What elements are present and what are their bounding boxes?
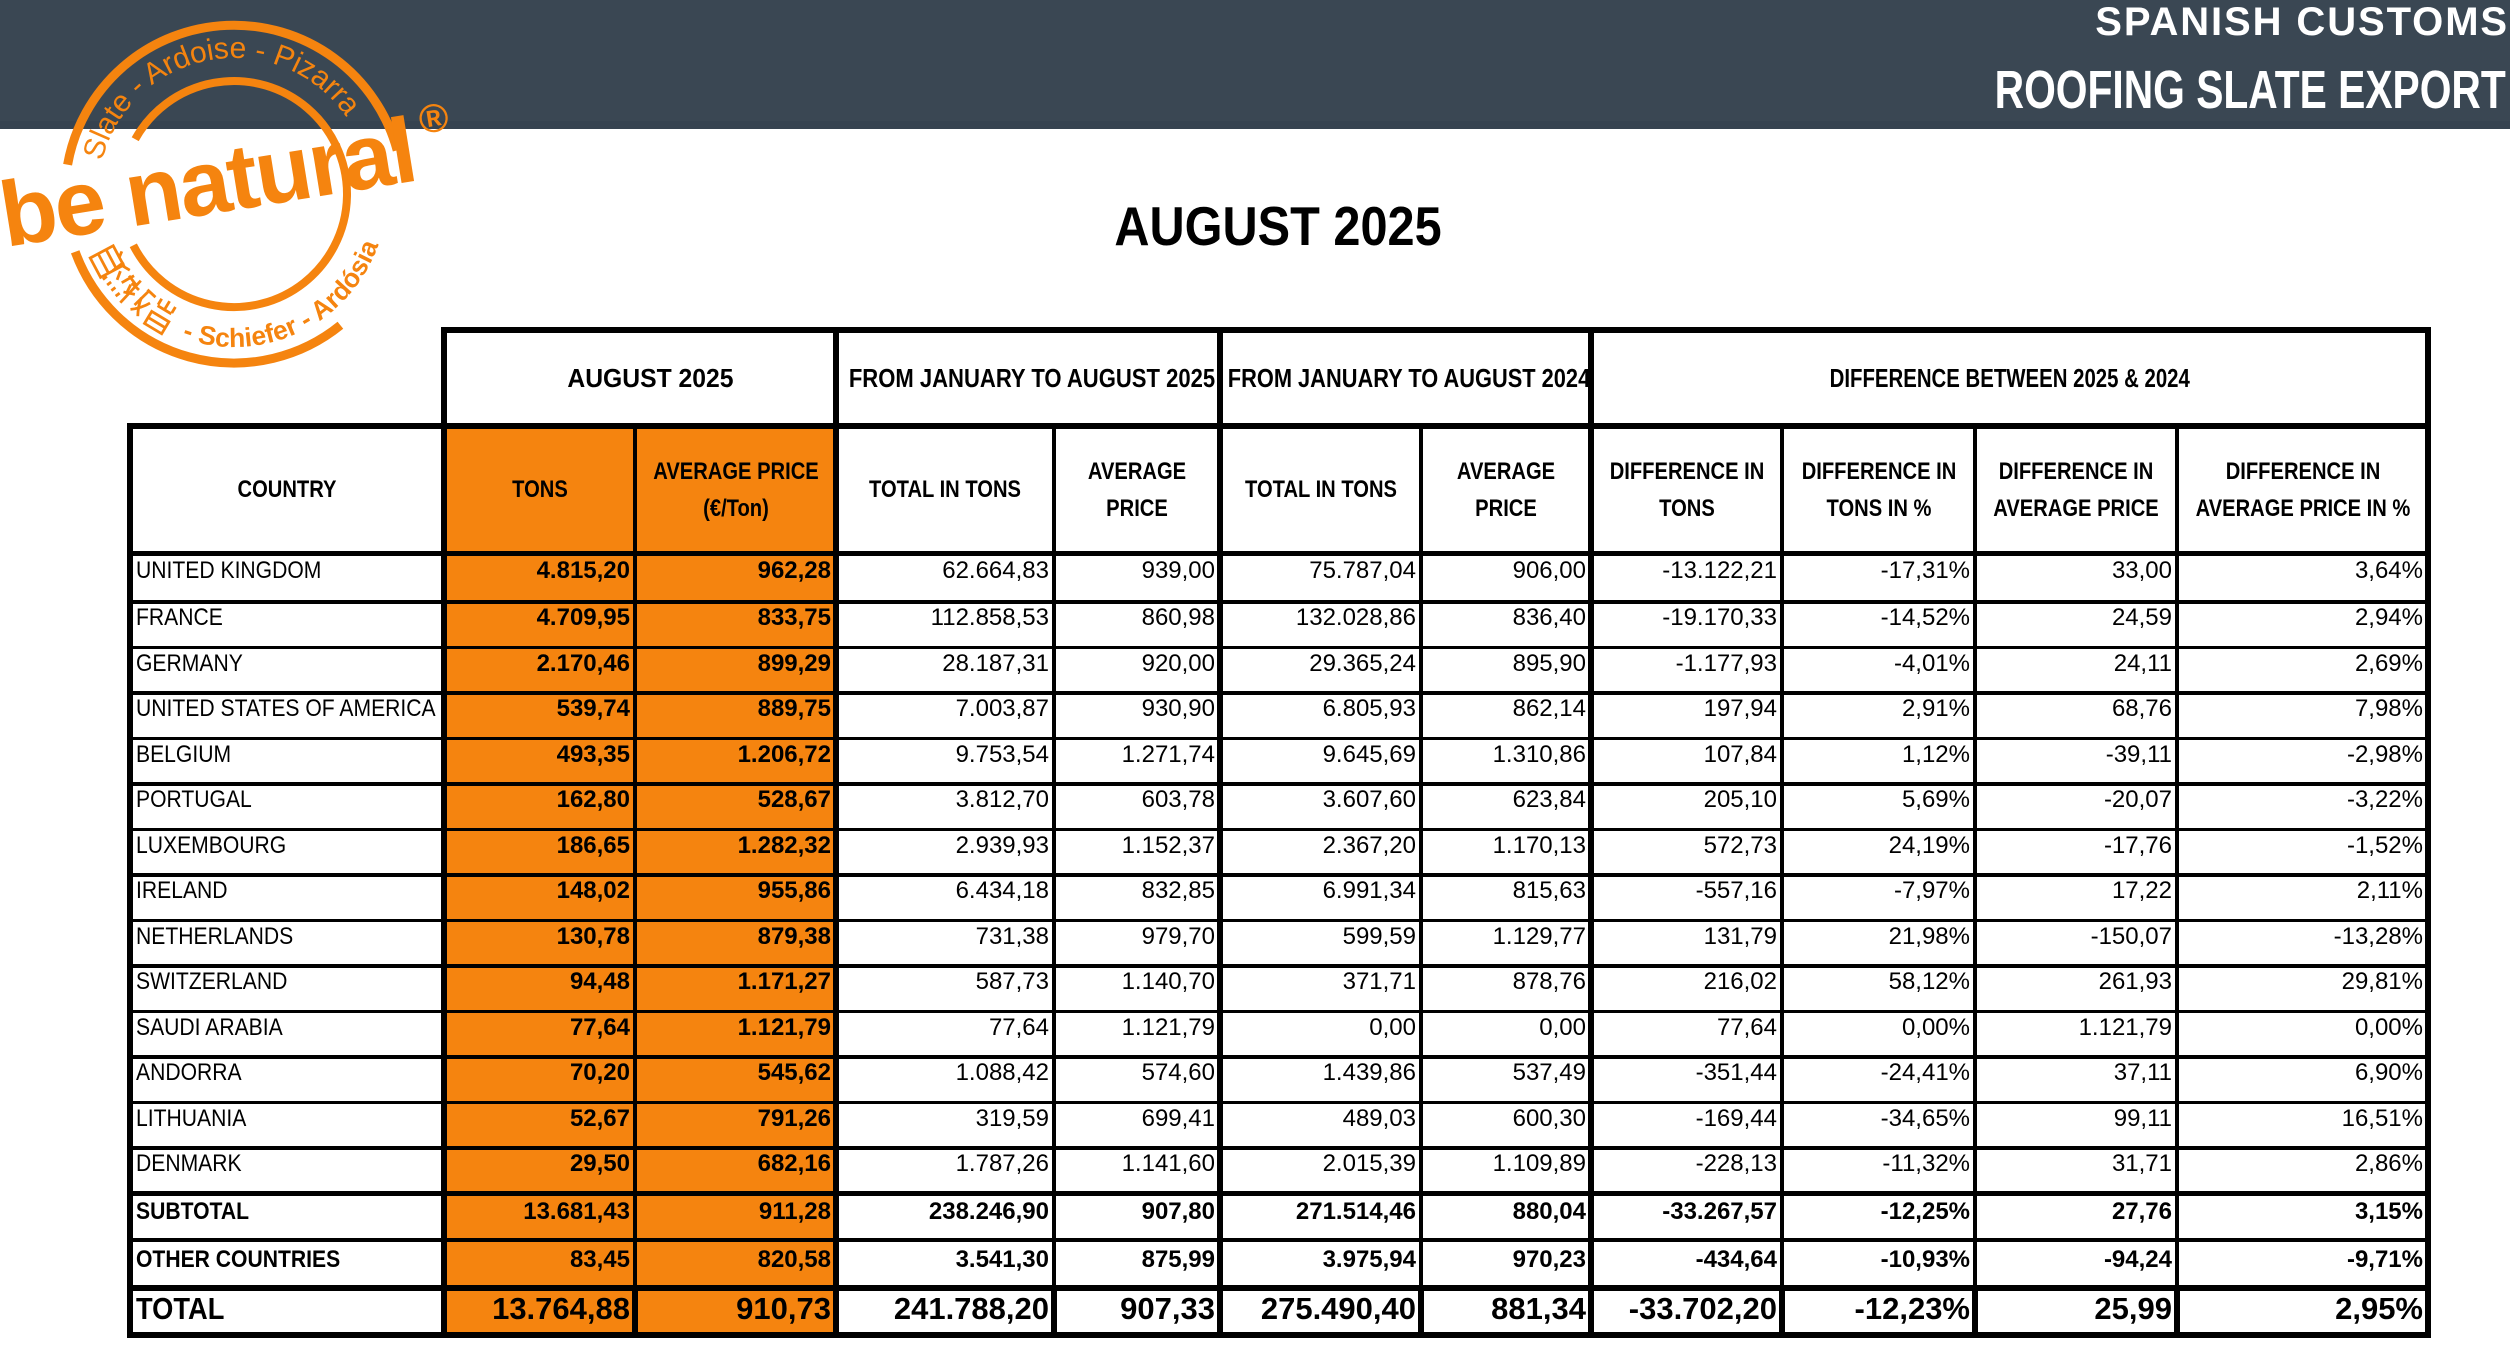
svg-text:®: ® [416,95,452,143]
